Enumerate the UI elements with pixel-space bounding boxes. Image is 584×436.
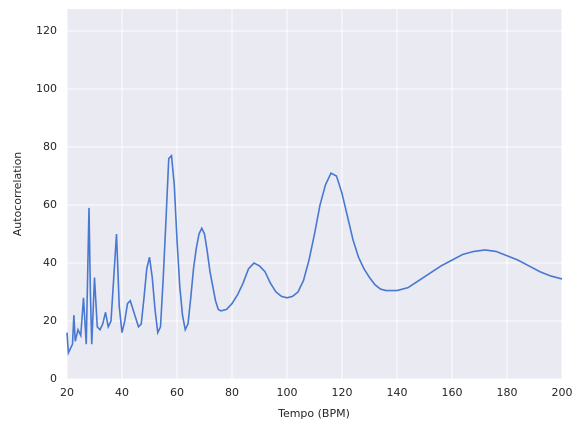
x-tick-label: 80 xyxy=(225,386,239,399)
plot-area xyxy=(67,9,562,379)
y-axis-label: Autocorrelation xyxy=(11,152,24,237)
x-tick-label: 180 xyxy=(497,386,518,399)
x-tick-label: 40 xyxy=(115,386,129,399)
x-tick-label: 20 xyxy=(60,386,74,399)
x-tick-label: 120 xyxy=(332,386,353,399)
x-tick-label: 100 xyxy=(277,386,298,399)
x-tick-label: 160 xyxy=(442,386,463,399)
x-axis-label: Tempo (BPM) xyxy=(277,407,350,420)
y-tick-label: 80 xyxy=(43,140,57,153)
line xyxy=(66,153,563,357)
y-tick-label: 60 xyxy=(43,198,57,211)
x-tick-label: 140 xyxy=(387,386,408,399)
y-tick-label: 20 xyxy=(43,314,57,327)
x-tick-label: 60 xyxy=(170,386,184,399)
y-tick-label: 120 xyxy=(36,24,57,37)
y-tick-label: 0 xyxy=(50,372,57,385)
y-tick-label: 40 xyxy=(43,256,57,269)
y-tick-label: 100 xyxy=(36,82,57,95)
x-tick-label: 200 xyxy=(552,386,573,399)
